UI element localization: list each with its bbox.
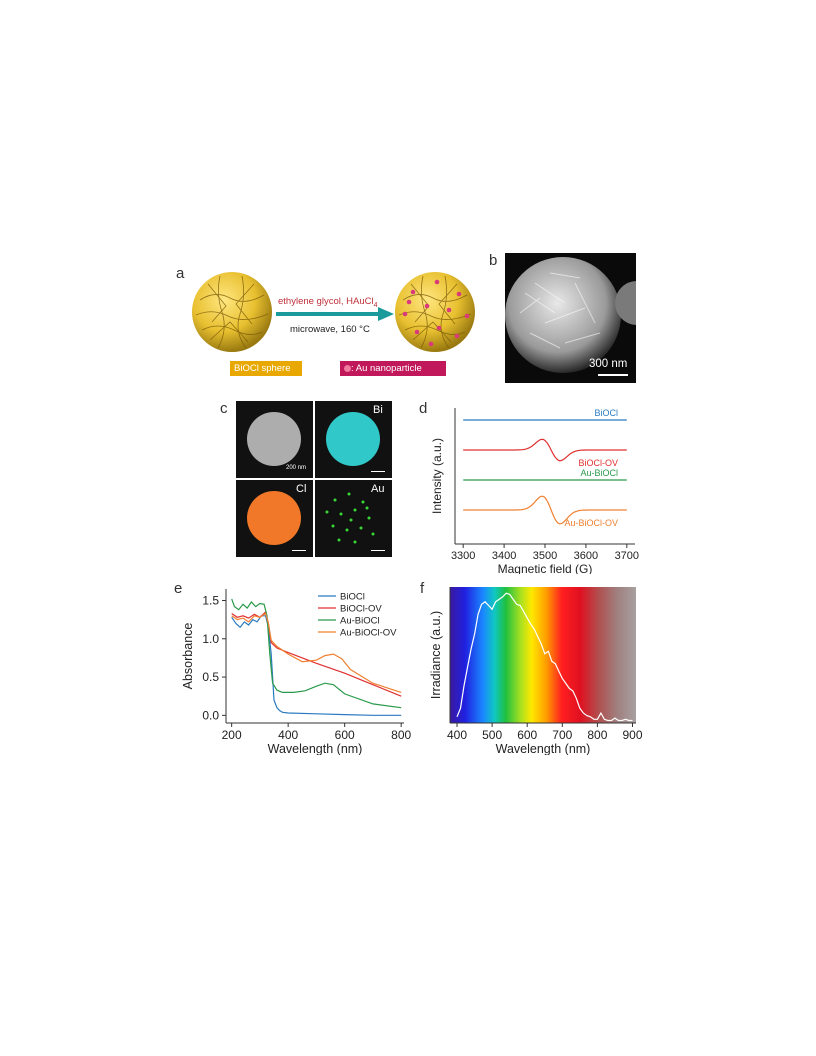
x-tick-label: 200 [222, 728, 242, 742]
y-axis-label: Intensity (a.u.) [430, 438, 444, 514]
panel-label-f: f [420, 580, 425, 597]
x-tick-label: 3700 [615, 550, 639, 562]
reaction-reagents: ethylene glycol, HAuCl [278, 296, 374, 307]
au-nanoparticle-dot-icon [344, 364, 351, 372]
legend-label-au-biocl-ov: Au-BiOCl-OV [340, 628, 397, 639]
x-tick-label: 400 [278, 728, 298, 742]
x-tick-label: 3600 [574, 550, 598, 562]
y-tick-label: 0.0 [202, 708, 219, 722]
eds-tile-bi-scalebar [371, 471, 385, 472]
reaction-conditions-bottom: microwave, 160 °C [290, 324, 370, 335]
series-line-au-biocl [231, 598, 402, 709]
panel-label-e: e [174, 580, 183, 597]
series-label-au-biocl-ov: Au-BiOCl-OV [564, 518, 618, 528]
sem-scalebar [598, 374, 628, 376]
legend-label-biocl-ov: BiOCl-OV [340, 604, 382, 615]
x-axis-label: Magnetic field (G) [498, 562, 593, 574]
series-label-biocl-ov: BiOCl-OV [578, 458, 618, 468]
legend-label-au-biocl: Au-BiOCl [340, 616, 380, 627]
sem-image-texture [505, 253, 636, 383]
series-label-biocl: BiOCl [594, 408, 618, 418]
au-nanoparticle-legend-tag: : Au nanoparticle [340, 361, 446, 376]
sem-scalebar-label: 300 nm [589, 358, 628, 370]
x-tick-label: 600 [517, 728, 537, 742]
series-line-irradiance [456, 592, 633, 722]
panel-label-a: a [176, 265, 185, 282]
series-line-au-biocl-ov [463, 495, 627, 525]
eds-tile-au-dots [325, 492, 375, 544]
eds-tile-cl-scalebar [292, 550, 306, 551]
y-tick-label: 1.5 [202, 593, 219, 607]
legend-label-biocl: BiOCl [340, 592, 365, 603]
eds-tile-cl-label: Cl [296, 483, 307, 495]
panel-label-c: c [220, 400, 228, 417]
epr-chart: 3300 3400 3500 3600 3700 Magnetic field (G) In… [430, 408, 639, 574]
eds-tile-bi-label: Bi [373, 404, 383, 416]
series-line-biocl-ov [463, 438, 627, 462]
eds-mapping-grid: 200 nm Bi Cl Au [236, 401, 392, 557]
x-axis-label: Wavelength (nm) [268, 742, 363, 755]
series-label-au-biocl: Au-BiOCl [580, 468, 618, 478]
panel-label-d: d [419, 400, 428, 417]
y-tick-label: 0.5 [202, 670, 219, 684]
reaction-arrow [276, 307, 394, 321]
reaction-conditions-top: ethylene glycol, HAuCl4 [278, 296, 377, 309]
eds-tile-haadf-scalebar-label: 200 nm [286, 465, 307, 471]
x-axis-label: Wavelength (nm) [496, 742, 591, 755]
bioclsphere-legend-tag: BiOCl sphere [230, 361, 302, 376]
eds-tile-au: Au [315, 480, 392, 557]
au-nanoparticle-legend-label: : Au nanoparticle [351, 363, 422, 374]
x-tick-label: 3400 [492, 550, 516, 562]
visible-spectrum-background [450, 587, 636, 723]
eds-tile-au-scalebar [371, 550, 385, 551]
y-tick-label: 1.0 [202, 632, 219, 646]
irradiance-chart: 400 500 600 700 800 900 Wavelength (nm) Irradia… [429, 587, 642, 755]
eds-tile-bi-blob [326, 412, 380, 466]
x-tick-label: 700 [552, 728, 572, 742]
x-tick-label: 3500 [533, 550, 557, 562]
x-tick-label: 600 [335, 728, 355, 742]
x-tick-label: 500 [482, 728, 502, 742]
series-line-biocl [231, 615, 402, 716]
reaction-reagents-subscript: 4 [373, 301, 378, 309]
absorbance-chart: 200 400 600 800 0.0 0.5 1.0 1.5 Wavelength (nm) A… [181, 589, 412, 755]
x-tick-label: 800 [587, 728, 607, 742]
x-tick-label: 400 [447, 728, 467, 742]
bioclsphere-illustration [192, 272, 272, 352]
panel-label-b: b [489, 252, 498, 269]
x-tick-label: 3300 [451, 550, 475, 562]
eds-tile-bi: Bi [315, 401, 392, 478]
series-line-au-biocl-ov [231, 612, 402, 693]
au-bioclsphere-illustration [395, 272, 475, 352]
sem-image-bioclsphere: 300 nm [505, 253, 636, 383]
eds-tile-au-label: Au [371, 483, 385, 495]
y-axis-label: Irradiance (a.u.) [429, 611, 443, 699]
eds-tile-cl: Cl [236, 480, 313, 557]
x-tick-label: 900 [622, 728, 642, 742]
eds-tile-cl-blob [247, 491, 301, 545]
eds-tile-haadf-blob [247, 412, 301, 466]
eds-tile-haadf: 200 nm [236, 401, 313, 478]
y-axis-label: Absorbance [181, 623, 195, 690]
x-tick-label: 800 [391, 728, 411, 742]
